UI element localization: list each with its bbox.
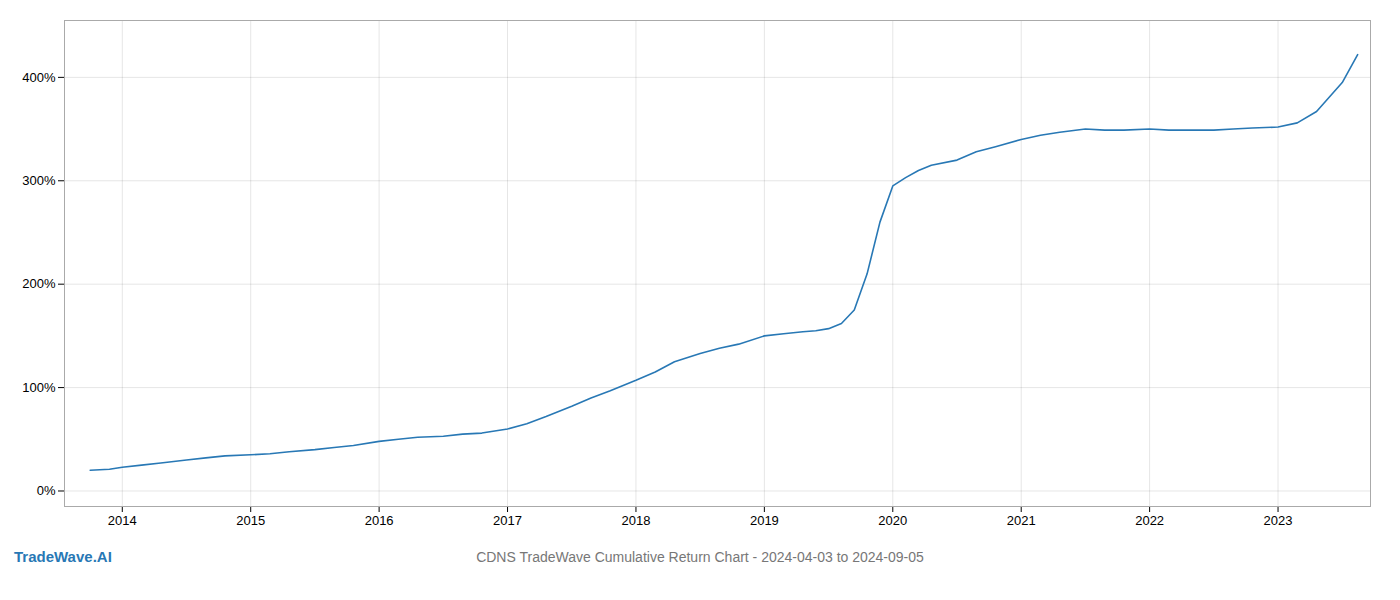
svg-text:100%: 100% [22,380,56,395]
svg-text:300%: 300% [22,173,56,188]
svg-text:2015: 2015 [236,513,265,528]
svg-text:2021: 2021 [1007,513,1036,528]
svg-text:2023: 2023 [1264,513,1293,528]
svg-text:400%: 400% [22,70,56,85]
svg-text:2017: 2017 [493,513,522,528]
html-text:CDNS TradeWave Cumulative Retu: CDNS TradeWave Cumulative Return Chart -… [476,549,924,565]
svg-text:2016: 2016 [365,513,394,528]
svg-text:2014: 2014 [108,513,137,528]
svg-text:2018: 2018 [621,513,650,528]
html-text:TradeWave.AI: TradeWave.AI [14,548,112,565]
svg-text:0%: 0% [37,483,56,498]
svg-text:2019: 2019 [750,513,779,528]
svg-text:2020: 2020 [878,513,907,528]
svg-text:2022: 2022 [1135,513,1164,528]
svg-text:200%: 200% [22,276,56,291]
